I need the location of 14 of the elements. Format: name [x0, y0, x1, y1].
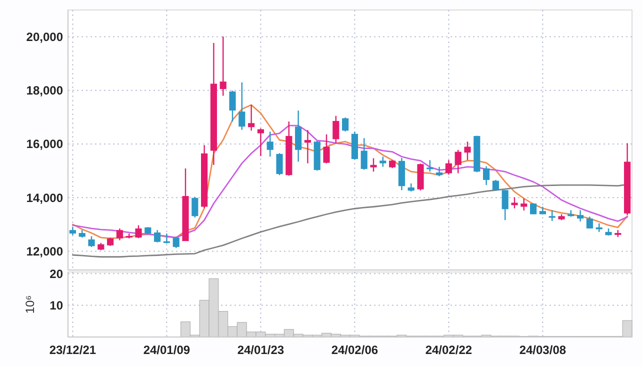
y-tick-label: 20	[50, 266, 64, 281]
x-tick-label: 23/12/21	[49, 343, 96, 357]
y-tick-label: 20,000	[26, 30, 64, 44]
x-tick-label: 24/02/06	[331, 343, 378, 357]
x-tick-label: 24/02/22	[425, 343, 472, 357]
y-tick-label: 12,000	[26, 244, 64, 258]
y-tick-label: 14,000	[26, 190, 64, 205]
y-tick-label: 10	[50, 298, 64, 312]
y-tick-label: 18,000	[26, 84, 64, 98]
y-tick-label: 16,000	[26, 137, 64, 152]
x-tick-label: 24/01/23	[237, 343, 284, 357]
x-tick-label: 24/03/08	[519, 343, 566, 357]
x-tick-label: 24/01/09	[143, 343, 190, 357]
y-axis-title: 10⁶	[23, 295, 37, 314]
